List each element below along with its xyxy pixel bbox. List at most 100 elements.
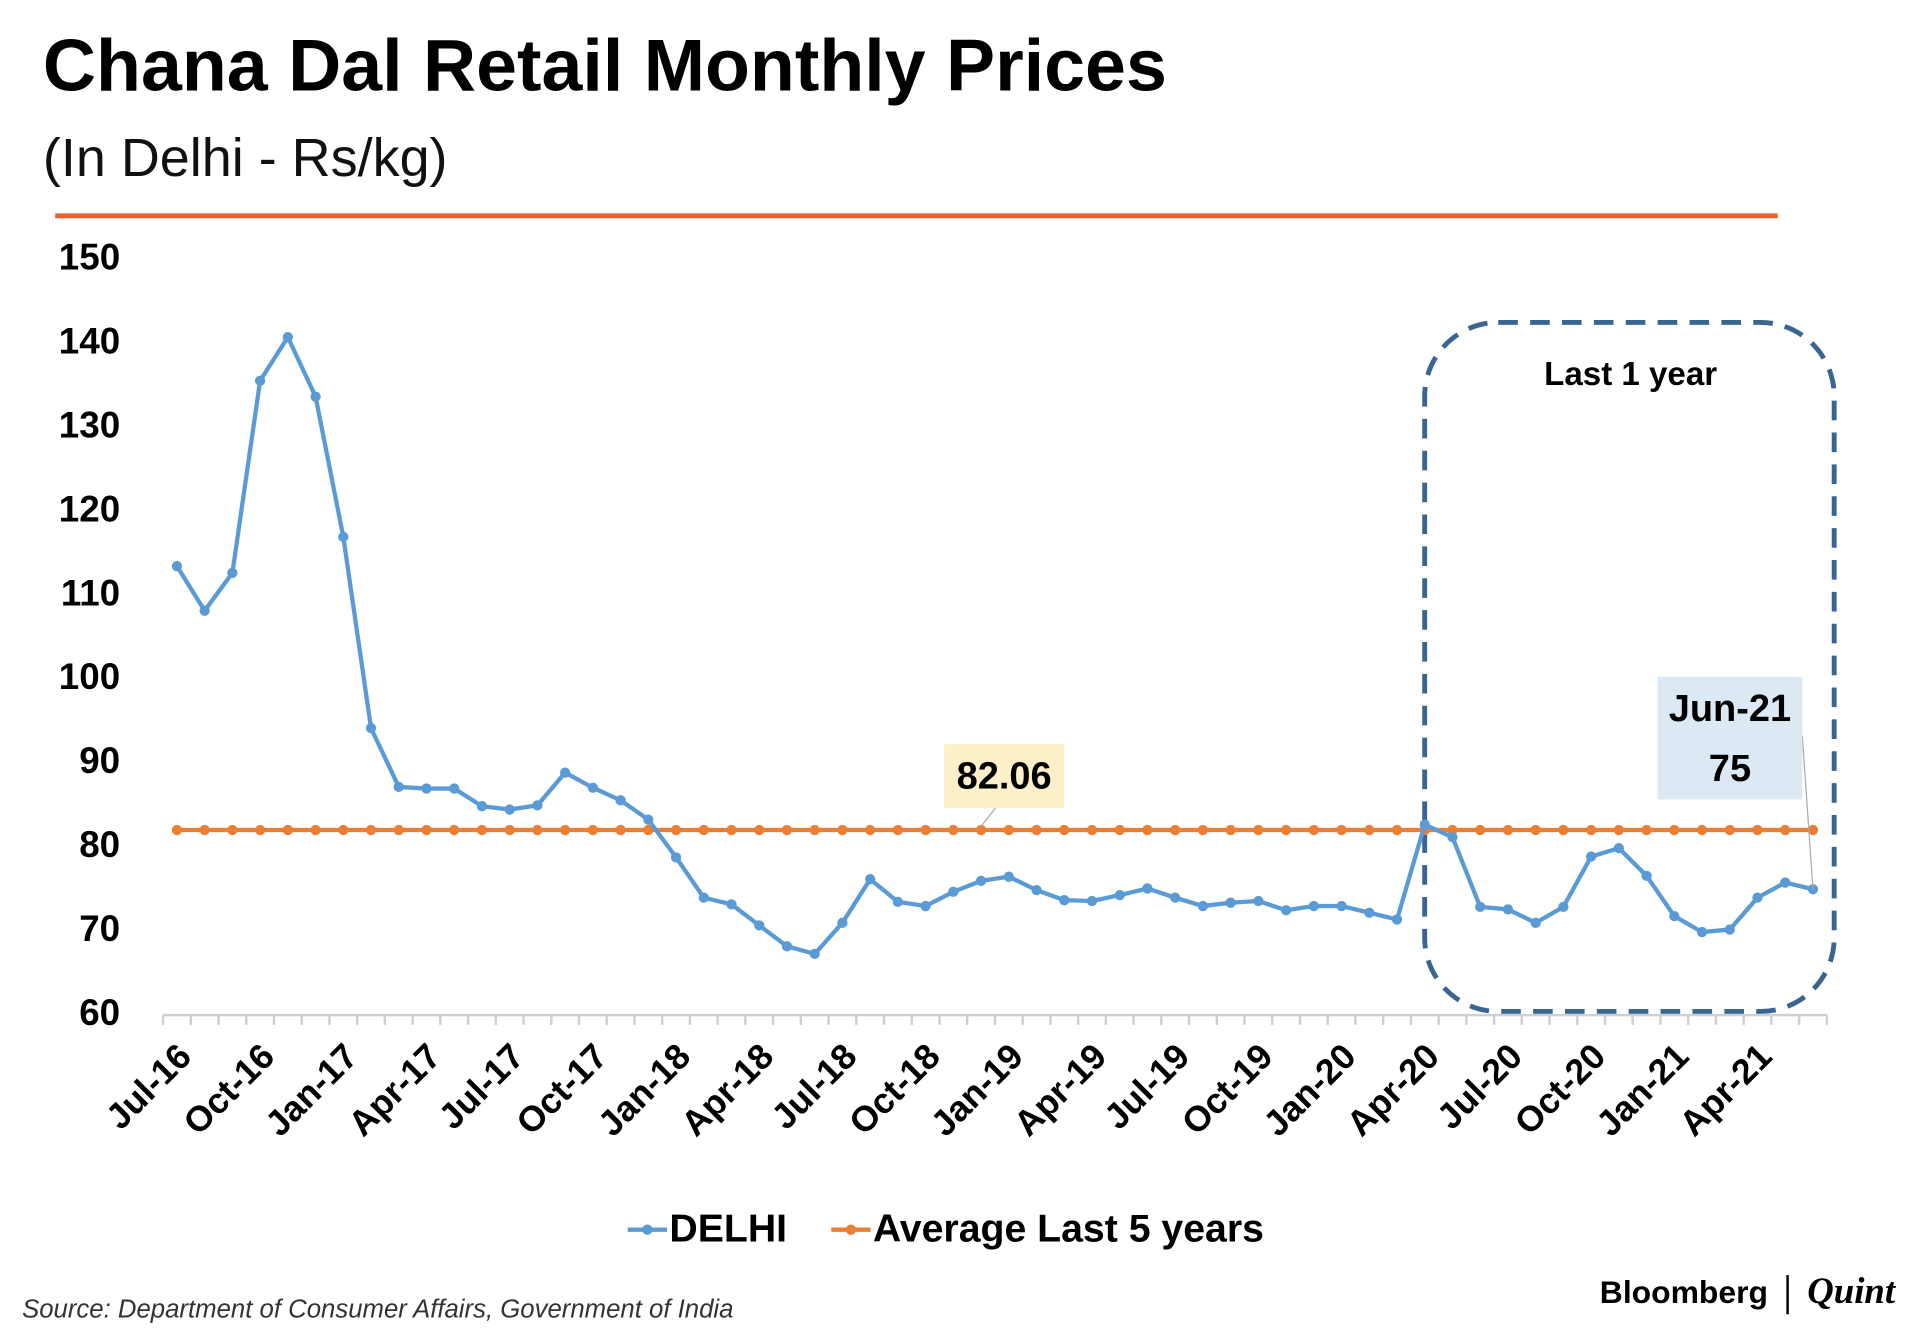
point bbox=[1031, 884, 1042, 896]
chart-title: Chana Dal Retail Monthly Prices bbox=[43, 24, 1167, 107]
x-tick-label: Apr-18 bbox=[673, 1036, 781, 1144]
point bbox=[421, 824, 432, 836]
x-tick-label: Jan-20 bbox=[1256, 1036, 1364, 1144]
chart-subtitle: (In Delhi - Rs/kg) bbox=[43, 128, 448, 188]
point bbox=[1142, 824, 1153, 836]
point bbox=[948, 824, 959, 836]
point bbox=[781, 941, 793, 952]
x-tick-label: Oct-17 bbox=[508, 1036, 615, 1143]
point bbox=[726, 899, 737, 910]
point bbox=[1752, 892, 1763, 903]
point bbox=[920, 900, 931, 912]
callout-leader bbox=[1801, 735, 1814, 890]
point bbox=[837, 824, 848, 836]
point bbox=[1391, 824, 1403, 836]
point bbox=[1724, 824, 1735, 836]
point bbox=[615, 795, 626, 806]
point bbox=[865, 824, 876, 836]
point bbox=[670, 824, 682, 836]
point bbox=[1003, 871, 1014, 882]
point bbox=[449, 783, 460, 794]
point bbox=[504, 824, 515, 836]
point bbox=[254, 824, 266, 836]
point bbox=[310, 391, 321, 402]
callout-value: 75 bbox=[1709, 748, 1751, 790]
point bbox=[1308, 900, 1319, 912]
x-tick-label: Jan-18 bbox=[590, 1036, 698, 1144]
point bbox=[1585, 851, 1597, 862]
point bbox=[559, 824, 571, 836]
point bbox=[338, 824, 349, 836]
point bbox=[1170, 824, 1181, 836]
point bbox=[1419, 819, 1430, 830]
callout-label: Jun-21 bbox=[1669, 688, 1791, 730]
point bbox=[1752, 824, 1763, 836]
point bbox=[393, 781, 404, 793]
point bbox=[1391, 914, 1403, 925]
point bbox=[1114, 889, 1125, 901]
point bbox=[338, 531, 349, 542]
data-label: 82.06 bbox=[957, 756, 1052, 798]
point bbox=[1780, 824, 1791, 836]
point bbox=[975, 824, 987, 836]
point bbox=[1447, 824, 1458, 836]
y-tick-label: 60 bbox=[79, 992, 120, 1033]
point bbox=[1364, 907, 1375, 918]
point bbox=[393, 824, 404, 836]
brand: Bloomberg bbox=[1600, 1274, 1768, 1310]
point bbox=[892, 896, 904, 908]
source: Source: Department of Consumer Affairs, … bbox=[22, 1295, 733, 1323]
point bbox=[1059, 895, 1070, 906]
y-tick-label: 80 bbox=[79, 824, 120, 865]
x-tick-label: Apr-20 bbox=[1339, 1036, 1447, 1144]
x-tick-label: Oct-19 bbox=[1174, 1036, 1281, 1143]
point bbox=[476, 801, 488, 812]
point bbox=[227, 824, 238, 836]
series-line bbox=[175, 332, 1814, 957]
point bbox=[1142, 883, 1153, 894]
point bbox=[1086, 895, 1098, 907]
point bbox=[1807, 824, 1819, 836]
x-tick-label: Apr-21 bbox=[1672, 1036, 1780, 1144]
point bbox=[227, 567, 238, 579]
point bbox=[449, 824, 460, 836]
point bbox=[1003, 824, 1014, 836]
point bbox=[310, 824, 321, 836]
y-tick-label: 140 bbox=[59, 321, 120, 362]
callout-bg bbox=[1657, 676, 1803, 800]
point bbox=[1364, 824, 1375, 836]
x-tick-label: Jan-19 bbox=[923, 1036, 1031, 1144]
point bbox=[1475, 901, 1486, 913]
point bbox=[1280, 824, 1292, 836]
point bbox=[1225, 897, 1236, 908]
point bbox=[587, 782, 599, 793]
x-tick-label: Jan-21 bbox=[1588, 1036, 1696, 1144]
legend-label: DELHI bbox=[669, 1206, 787, 1250]
label-leader bbox=[980, 807, 997, 827]
y-tick-label: 100 bbox=[59, 656, 120, 697]
point bbox=[365, 723, 377, 734]
data-label-bg bbox=[944, 744, 1065, 808]
point bbox=[1669, 824, 1680, 836]
point bbox=[643, 814, 654, 825]
legend-marker bbox=[845, 1224, 857, 1235]
point bbox=[254, 375, 266, 386]
x-tick-label: Apr-17 bbox=[341, 1036, 449, 1144]
point bbox=[1225, 824, 1236, 836]
point bbox=[1253, 895, 1264, 907]
point bbox=[1641, 824, 1652, 836]
point bbox=[781, 824, 793, 836]
highlight-box bbox=[1422, 319, 1837, 1014]
point bbox=[476, 824, 488, 836]
y-tick-label: 150 bbox=[59, 237, 120, 278]
point bbox=[504, 804, 515, 815]
point bbox=[754, 920, 765, 931]
point bbox=[1502, 904, 1514, 915]
x-tick-label: Oct-18 bbox=[841, 1036, 948, 1143]
point bbox=[754, 824, 765, 836]
x-tick-label: Oct-16 bbox=[176, 1036, 283, 1143]
y-tick-label: 90 bbox=[79, 740, 120, 781]
y-tick-label: 110 bbox=[61, 572, 120, 613]
point bbox=[726, 824, 737, 836]
